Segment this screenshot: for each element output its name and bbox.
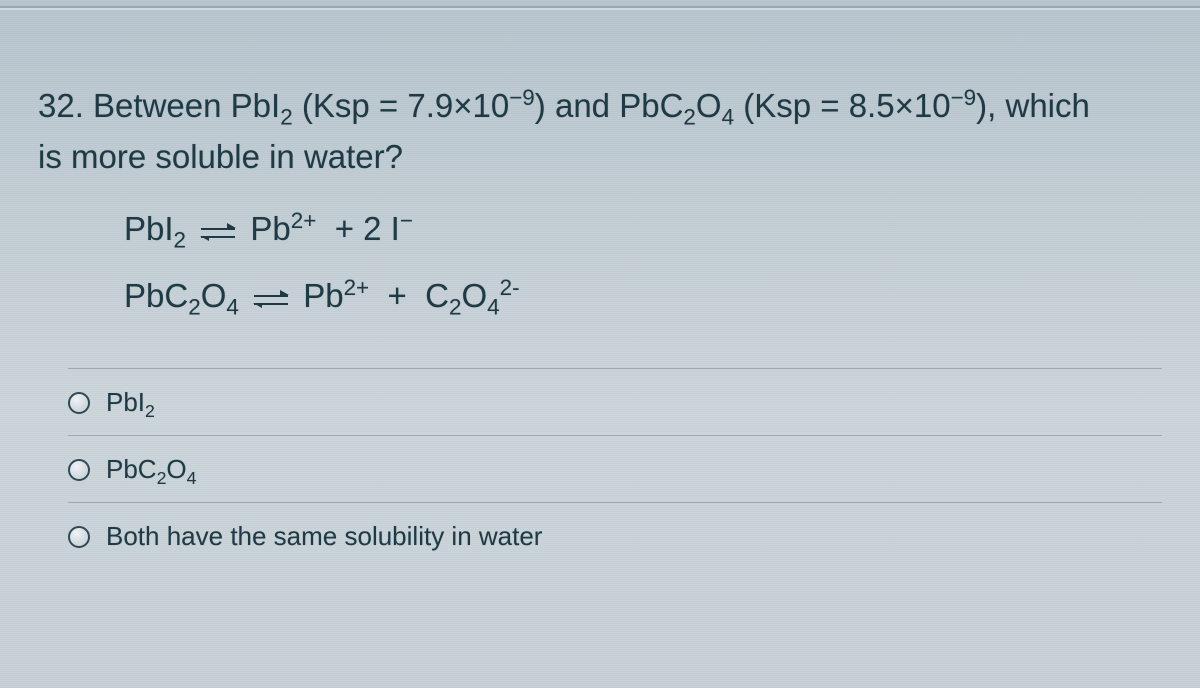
question-prefix: Between (93, 87, 221, 124)
option-row[interactable]: Both have the same solubility in water (68, 502, 1162, 570)
question-number: 32. (38, 87, 84, 124)
radio-icon[interactable] (68, 459, 90, 481)
question-line2: is more soluble in water? (38, 138, 403, 175)
equations-block: PbI2 Pb2+ + 2 I− PbC2O4 Pb2+ + C2O42- (124, 212, 1162, 312)
option-label: PbC2O4 (106, 454, 197, 485)
radio-icon[interactable] (68, 526, 90, 548)
option-row[interactable]: PbI2 (68, 368, 1162, 435)
option-label: PbI2 (106, 387, 155, 418)
question-content: 32. Between PbI2 (Ksp = 7.9×10−9) and Pb… (38, 80, 1162, 570)
equilibrium-arrows-icon (254, 291, 288, 309)
option-row[interactable]: PbC2O4 (68, 435, 1162, 502)
question-panel: 32. Between PbI2 (Ksp = 7.9×10−9) and Pb… (0, 6, 1200, 688)
equation-1: PbI2 Pb2+ + 2 I− (124, 212, 1162, 245)
equilibrium-arrows-icon (201, 224, 235, 242)
question-text: 32. Between PbI2 (Ksp = 7.9×10−9) and Pb… (38, 80, 1162, 182)
compound-b: PbC2O4 (619, 87, 743, 124)
option-label: Both have the same solubility in water (106, 521, 542, 552)
answer-options: PbI2 PbC2O4 Both have the same solubilit… (68, 368, 1162, 570)
equation-2: PbC2O4 Pb2+ + C2O42- (124, 279, 1162, 312)
radio-icon[interactable] (68, 392, 90, 414)
compound-a: PbI2 (231, 87, 302, 124)
